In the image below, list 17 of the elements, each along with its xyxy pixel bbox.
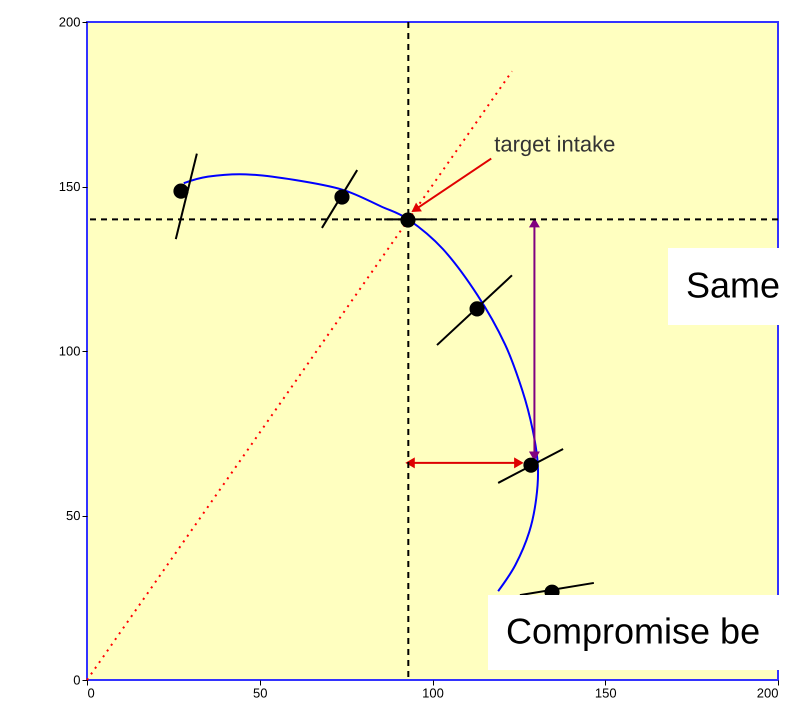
y-tick-label: 50 [66,508,80,523]
annotation: Same [686,264,780,306]
y-tick-label: 150 [58,179,80,194]
y-tick-label: 200 [58,14,80,30]
x-tick-label: 100 [422,686,444,700]
y-tick-label: 0 [73,672,80,688]
y-tick-label: 100 [58,344,80,358]
x-tick-label: 50 [253,686,268,700]
point [173,184,189,199]
x-tick-label: 200 [756,686,778,700]
annotation: Compromise be [506,610,760,652]
point [523,458,539,473]
point [334,189,350,205]
annotation: target intake [494,132,616,157]
x-tick-label: 0 [88,686,95,700]
x-tick-label: 150 [594,686,617,700]
point [469,301,485,316]
